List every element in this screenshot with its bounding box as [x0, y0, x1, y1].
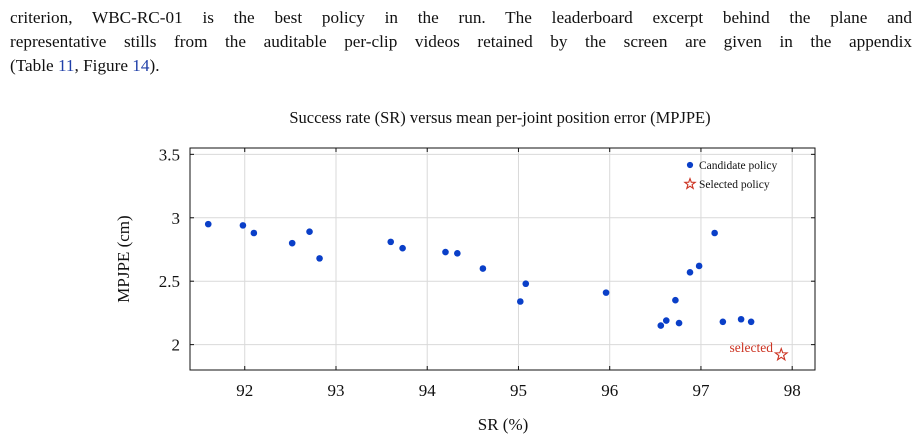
x-tick-label: 92 — [236, 381, 253, 400]
candidate-point — [387, 238, 395, 246]
legend-selected-label: Selected policy — [699, 179, 770, 191]
candidate-point — [719, 318, 727, 326]
body-paragraph: criterion, WBC-RC-01 is the best policy … — [10, 6, 912, 78]
candidate-point — [711, 229, 718, 237]
candidate-point — [672, 296, 679, 304]
candidate-point — [479, 265, 487, 272]
candidate-point — [675, 319, 683, 327]
x-tick-label: 93 — [327, 381, 344, 400]
figure-reference-link[interactable]: 14 — [132, 56, 150, 75]
y-tick-label: 3 — [172, 209, 181, 228]
line3-close-text: ). — [149, 56, 160, 75]
candidate-point — [288, 239, 296, 247]
y-tick-label: 2.5 — [159, 272, 180, 291]
data-points — [204, 220, 789, 362]
plot-frame — [189, 147, 816, 371]
candidate-point — [686, 269, 694, 276]
candidate-point — [239, 222, 247, 229]
candidate-point — [657, 322, 665, 329]
candidate-point — [204, 220, 212, 228]
legend-candidate-label: Candidate policy — [699, 160, 777, 172]
paragraph-line-3: (Table 11, Figure 14). — [10, 54, 912, 78]
candidate-point — [250, 229, 258, 237]
candidate-point — [695, 262, 703, 270]
candidate-point — [662, 317, 670, 324]
candidate-point — [454, 249, 461, 257]
x-tick-label: 95 — [510, 381, 527, 400]
paragraph-line-1: criterion, WBC-RC-01 is the best policy … — [10, 8, 912, 27]
y-axis-label: MPJPE (cm) — [114, 215, 133, 302]
chart-legend: Candidate policy Selected policy — [683, 160, 777, 191]
axis-ticks: 92 93 94 95 96 97 98 2 2.5 3 3.5 — [159, 145, 815, 400]
candidate-point — [442, 248, 449, 256]
chart-grid — [190, 148, 815, 370]
candidate-point — [737, 315, 745, 323]
x-tick-label: 97 — [692, 381, 710, 400]
paragraph-line-2: representative stills from the auditable… — [10, 32, 912, 51]
x-tick-label: 96 — [601, 381, 618, 400]
selected-point-star — [773, 346, 789, 362]
candidate-point — [602, 289, 610, 296]
y-tick-label: 3.5 — [159, 145, 180, 164]
selected-annotation: selected — [730, 340, 774, 355]
x-tick-label: 98 — [784, 381, 801, 400]
line3-separator-text: , Figure — [74, 56, 133, 75]
x-tick-label: 94 — [419, 381, 437, 400]
line3-open-text: (Table — [10, 56, 58, 75]
candidate-point — [747, 318, 755, 326]
legend-candidate-marker — [686, 161, 694, 169]
candidate-point — [399, 244, 406, 252]
y-tick-label: 2 — [172, 336, 181, 355]
candidate-point — [522, 280, 530, 288]
table-reference-link[interactable]: 11 — [57, 56, 75, 75]
candidate-point — [306, 228, 313, 236]
x-axis-label: SR (%) — [478, 415, 529, 434]
chart-title: Success rate (SR) versus mean per-joint … — [289, 108, 710, 127]
candidate-point — [316, 255, 323, 262]
candidate-point — [516, 298, 524, 305]
legend-selected-star — [683, 176, 697, 190]
